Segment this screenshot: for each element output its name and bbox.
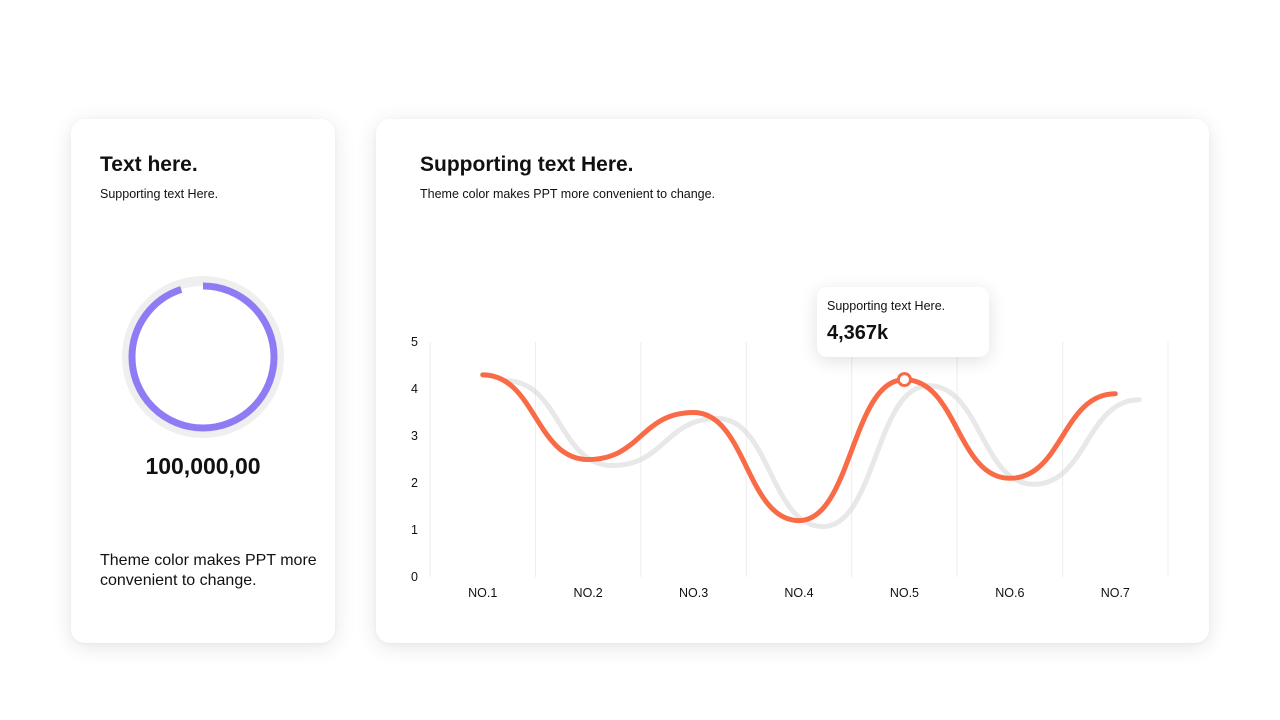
x-tick-label: NO.2 — [574, 586, 603, 600]
value-tooltip: Supporting text Here. 4,367k — [817, 287, 989, 357]
series-line-shadow — [504, 378, 1142, 530]
summary-description: Theme color makes PPT more convenient to… — [100, 552, 317, 589]
progress-ring-arc — [128, 282, 278, 432]
x-axis-ticks: NO.1 NO.2 NO.3 NO.4 NO.5 NO.6 NO.7 — [468, 586, 1130, 600]
summary-card: Text here. Supporting text Here. 100,000… — [71, 119, 335, 643]
line-chart: 0 1 2 3 4 5 NO.1 NO.2 NO.3 NO.4 NO.5 NO.6 NO.7 — [411, 335, 1169, 600]
chart-title: Supporting text Here. — [420, 153, 634, 176]
summary-value: 100,000,00 — [145, 453, 261, 479]
x-tick-label: NO.1 — [468, 586, 497, 600]
y-tick-label: 3 — [411, 429, 418, 443]
x-tick-label: NO.4 — [784, 586, 813, 600]
series-line — [480, 372, 1118, 524]
y-tick-label: 2 — [411, 476, 418, 490]
y-tick-label: 1 — [411, 523, 418, 537]
highlight-marker — [896, 372, 912, 388]
x-tick-label: NO.7 — [1101, 586, 1130, 600]
progress-ring-track — [122, 276, 284, 438]
tooltip-label: Supporting text Here. — [827, 299, 946, 313]
summary-title: Text here. — [100, 153, 198, 176]
chart-subtitle: Theme color makes PPT more convenient to… — [420, 187, 716, 201]
tooltip-value: 4,367k — [827, 322, 889, 344]
x-tick-label: NO.5 — [890, 586, 919, 600]
y-tick-label: 5 — [411, 335, 418, 349]
chart-card: Supporting text Here. Theme color makes … — [376, 119, 1209, 643]
chart-grid — [429, 342, 1169, 577]
progress-ring — [122, 276, 284, 438]
x-tick-label: NO.3 — [679, 586, 708, 600]
y-tick-label: 4 — [411, 382, 418, 396]
y-tick-label: 0 — [411, 570, 418, 584]
summary-subtitle: Supporting text Here. — [100, 187, 219, 201]
highlight-marker-group — [896, 372, 912, 388]
x-tick-label: NO.6 — [995, 586, 1024, 600]
y-axis-ticks: 0 1 2 3 4 5 — [411, 335, 418, 584]
